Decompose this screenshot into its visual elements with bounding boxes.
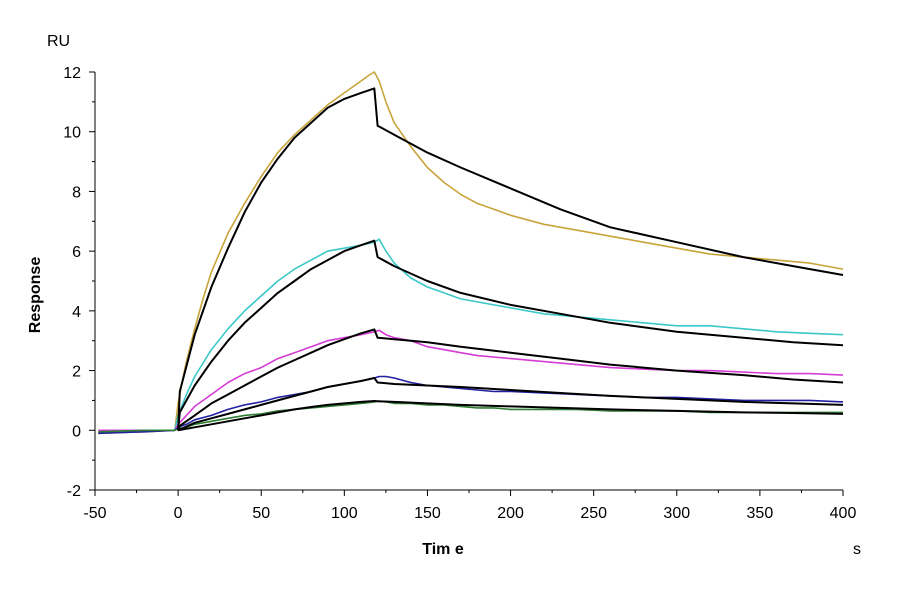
x-tick-label: 400 — [830, 505, 857, 522]
fit-line-2 — [177, 239, 844, 431]
x-tick-label: 300 — [663, 505, 690, 522]
y-tick-label: 12 — [63, 65, 81, 82]
x-unit-label: s — [853, 541, 861, 558]
x-tick-label: -50 — [83, 505, 106, 522]
axes — [94, 72, 843, 491]
series-group — [98, 71, 844, 435]
x-tick-label: 250 — [580, 505, 607, 522]
fit-curves — [177, 87, 844, 432]
y-unit-label: RU — [47, 33, 70, 50]
y-tick-label: 0 — [72, 423, 81, 440]
y-axis-title: Response — [27, 257, 44, 334]
fit-line-3 — [177, 328, 844, 431]
series-line-1 — [98, 71, 844, 435]
y-tick-label: 10 — [63, 125, 81, 142]
y-tick-label: -2 — [67, 483, 81, 500]
x-tick-label: 150 — [414, 505, 441, 522]
x-tick-label: 200 — [497, 505, 524, 522]
y-tick-label: 2 — [72, 364, 81, 381]
x-tick-label: 50 — [252, 505, 270, 522]
x-axis-title: Tim e — [422, 541, 464, 558]
fit-line-5 — [177, 400, 844, 432]
y-tick-label: 4 — [72, 304, 81, 321]
y-tick-label: 8 — [72, 184, 81, 201]
series-line-2 — [98, 238, 844, 433]
fit-line-4 — [177, 377, 844, 432]
x-tick-label: 0 — [174, 505, 183, 522]
series-line-3 — [98, 329, 844, 432]
fit-line-1 — [177, 87, 844, 431]
y-tick-label: 6 — [72, 244, 81, 261]
x-tick-label: 100 — [331, 505, 358, 522]
ticks: -2 0 2 4 6 8 10 12 -50 0 50 100 150 200 250 300 350 400 — [63, 65, 856, 522]
x-tick-label: 350 — [747, 505, 774, 522]
